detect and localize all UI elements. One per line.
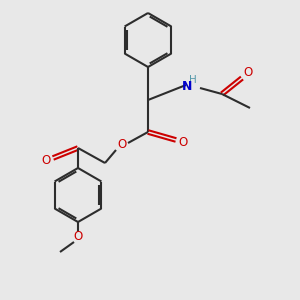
Text: O: O (243, 67, 253, 80)
Text: O: O (178, 136, 188, 148)
Text: N: N (182, 80, 192, 92)
Text: O: O (41, 154, 51, 166)
Text: O: O (74, 230, 82, 242)
Text: O: O (117, 139, 127, 152)
Text: H: H (189, 75, 197, 85)
